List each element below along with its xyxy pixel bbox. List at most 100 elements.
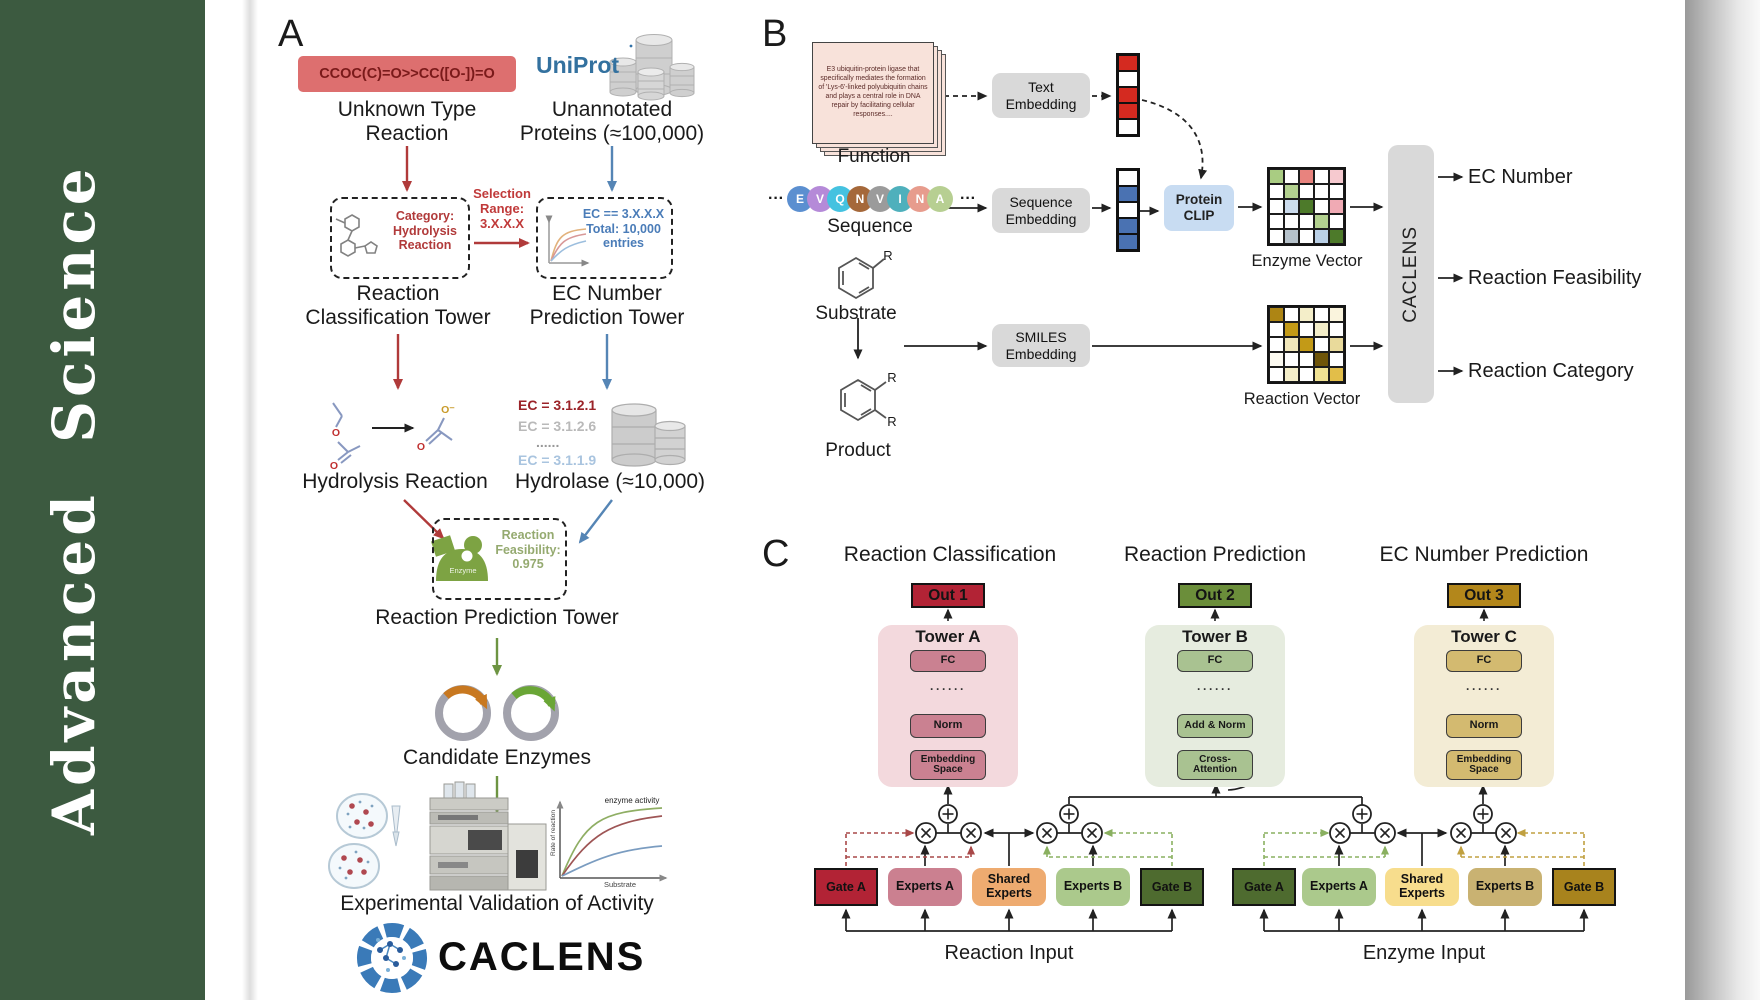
tower-c-label: Tower C bbox=[1451, 627, 1517, 646]
tower-c-dots: ······ bbox=[1466, 682, 1502, 696]
plasmid-icons bbox=[435, 685, 559, 741]
ec-list-3: EC = 3.1.1.9 bbox=[518, 452, 597, 468]
unknown-reaction-label: Unknown Type Reaction bbox=[337, 98, 477, 146]
moe-left-wiring bbox=[841, 783, 1363, 932]
out3-box: Out 3 bbox=[1447, 583, 1521, 608]
residue-circle: A bbox=[927, 186, 953, 212]
tower-b-label: Tower B bbox=[1182, 627, 1248, 646]
atom-o3: O bbox=[416, 441, 426, 453]
moe-left-gate-a: Gate A bbox=[814, 868, 878, 906]
candidate-enzymes-label: Candidate Enzymes bbox=[403, 746, 591, 769]
tower-b-add-norm: Add & Norm bbox=[1177, 714, 1253, 738]
output-reaction-category: Reaction Category bbox=[1468, 360, 1634, 382]
enzyme-vector-label: Enzyme Vector bbox=[1251, 252, 1363, 270]
moe-left-experts-b: Experts B bbox=[1056, 868, 1130, 906]
reaction-input-label: Reaction Input bbox=[944, 942, 1074, 964]
benzene-substrate-icon bbox=[838, 256, 885, 300]
moe-right-gate-b-feedback bbox=[1457, 829, 1585, 866]
ec-list-dots: ...... bbox=[536, 434, 560, 450]
substrate-label: Substrate bbox=[815, 303, 897, 324]
moe-left-gate-a-feedback bbox=[845, 829, 975, 866]
classification-tower-label: Reaction Classification Tower bbox=[305, 282, 491, 330]
sequence-embedding-vector bbox=[1116, 168, 1140, 252]
sequence-ellipsis-left: ··· bbox=[768, 190, 784, 207]
benzene-product-icon bbox=[840, 378, 887, 422]
smiles-reaction-box: CCOC(C)=O>>CC([O-])=O bbox=[298, 56, 516, 92]
ec-list-2: EC = 3.1.2.6 bbox=[518, 418, 597, 434]
unannotated-proteins-label: Unannotated Proteins (≈100,000) bbox=[519, 98, 705, 146]
moe-right-experts-a: Experts A bbox=[1302, 868, 1376, 906]
moe-right-gate-a: Gate A bbox=[1232, 868, 1296, 906]
hydrolase-label: Hydrolase (≈10,000) bbox=[514, 470, 706, 493]
feasibility-text: Reaction Feasibility: 0.975 bbox=[495, 528, 561, 571]
ec-filter-box bbox=[536, 197, 673, 279]
caclens-block-label: CACLENS bbox=[1400, 225, 1422, 323]
caclens-wordmark: CACLENS bbox=[438, 935, 646, 979]
tower-a-norm: Norm bbox=[910, 714, 986, 738]
tower-c-norm: Norm bbox=[1446, 714, 1522, 738]
reaction-vector-matrix bbox=[1267, 305, 1346, 384]
moe-right-shared-experts: Shared Experts bbox=[1385, 868, 1459, 906]
ec-filter-text: EC == 3.X.X.X Total: 10,000 entries bbox=[582, 207, 665, 250]
title-reaction-prediction: Reaction Prediction bbox=[1123, 543, 1307, 566]
out1-box: Out 1 bbox=[911, 583, 985, 608]
hydrolase-databases-icon bbox=[611, 403, 686, 467]
moe-left-gate-b-feedback bbox=[1043, 829, 1173, 866]
substrate-r-label: R bbox=[883, 248, 893, 263]
activity-plot-icon bbox=[556, 800, 668, 882]
journal-sidebar: Advanced Science bbox=[0, 0, 205, 1000]
output-reaction-feasibility: Reaction Feasibility bbox=[1468, 267, 1642, 289]
atom-o2: O bbox=[329, 460, 339, 472]
function-card: E3 ubiquitin-protein ligase that specifi… bbox=[812, 42, 934, 144]
moe-left-shared-experts: Shared Experts bbox=[972, 868, 1046, 906]
tower-b-cross-attention: Cross- Attention bbox=[1177, 750, 1253, 780]
tower-a-label: Tower A bbox=[915, 627, 981, 646]
tower-b-fc: FC bbox=[1177, 650, 1253, 672]
reaction-prediction-tower-label: Reaction Prediction Tower bbox=[375, 606, 619, 629]
gating-operator-symbols bbox=[915, 804, 1517, 844]
tower-c-fc: FC bbox=[1446, 650, 1522, 672]
moe-right-gate-a-feedback bbox=[1263, 829, 1389, 866]
panel-b-label: B bbox=[762, 13, 788, 55]
page-left-shadow bbox=[242, 0, 258, 1000]
enzyme-input-label: Enzyme Input bbox=[1362, 942, 1486, 964]
moe-right-wiring bbox=[1259, 784, 1589, 932]
uniprot-logo: UniProt bbox=[536, 52, 620, 78]
out2-box: Out 2 bbox=[1178, 583, 1252, 608]
plot-title: enzyme activity bbox=[604, 796, 660, 805]
title-reaction-classification: Reaction Classification bbox=[843, 543, 1057, 566]
panel-c-label: C bbox=[762, 533, 790, 575]
caclens-block: CACLENS bbox=[1388, 145, 1434, 403]
text-embedding-box: Text Embedding bbox=[992, 73, 1090, 118]
text-embedding-vector bbox=[1116, 53, 1140, 137]
ec-prediction-tower-label: EC Number Prediction Tower bbox=[529, 282, 685, 330]
experimental-validation-label: Experimental Validation of Activity bbox=[340, 892, 654, 915]
feasibility-box bbox=[432, 518, 567, 600]
atom-o-minus: O⁻ bbox=[441, 404, 455, 416]
moe-right-gate-b: Gate B bbox=[1552, 868, 1616, 906]
acetate-molecule-icon bbox=[425, 417, 453, 445]
page-right-edge bbox=[1685, 0, 1760, 1000]
tower-a-dots: ······ bbox=[930, 682, 966, 696]
journal-title: Advanced Science bbox=[40, 164, 108, 836]
moe-left-gate-b: Gate B bbox=[1140, 868, 1204, 906]
panel-a-label: A bbox=[278, 13, 304, 55]
title-ec-number-prediction: EC Number Prediction bbox=[1379, 543, 1589, 566]
sequence-ellipsis-right: ··· bbox=[960, 190, 976, 207]
function-label: Function bbox=[837, 146, 911, 167]
smiles-embedding-box: SMILES Embedding bbox=[992, 324, 1090, 367]
plot-ylabel: Rate of reaction bbox=[550, 810, 557, 856]
reaction-vector-label: Reaction Vector bbox=[1243, 390, 1361, 408]
petri-dish-icons bbox=[328, 793, 401, 889]
hydrolysis-reaction-label: Hydrolysis Reaction bbox=[302, 470, 488, 493]
protein-clip-box: Protein CLIP bbox=[1164, 185, 1234, 231]
caclens-logo-icon bbox=[357, 923, 427, 993]
ec-list-1: EC = 3.1.2.1 bbox=[518, 397, 597, 413]
selection-range-label: Selection Range: 3.X.X.X bbox=[473, 186, 531, 232]
atom-o1: O bbox=[331, 427, 341, 439]
output-ec-number: EC Number bbox=[1468, 166, 1573, 188]
tower-a-embedding-space: Embedding Space bbox=[910, 750, 986, 780]
tower-b-dots: ······ bbox=[1197, 682, 1233, 696]
